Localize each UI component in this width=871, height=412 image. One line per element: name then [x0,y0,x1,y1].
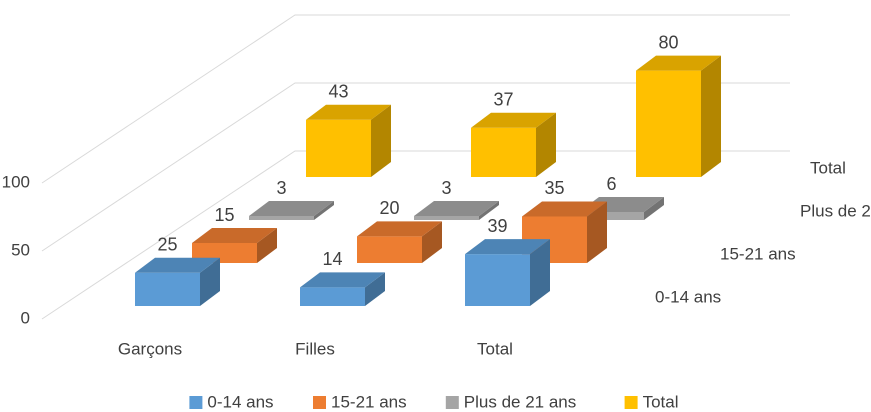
data-label: 43 [328,82,348,102]
series-axis-label: Total [810,158,846,177]
series-axis-label: 15-21 ans [720,244,796,263]
data-label: 37 [493,90,513,110]
grid-line [41,150,790,320]
legend-label: 0-14 ans [207,392,273,411]
bar-front [465,254,530,306]
legend-label: Total [643,392,679,411]
bar-top [249,201,334,217]
bar-top [636,55,721,71]
bar-side [701,55,721,177]
bar-front [414,216,479,220]
bar-front [300,287,365,306]
bar-top [135,257,220,273]
data-label: 14 [322,249,342,269]
bar-side [200,257,220,306]
bar [471,112,556,177]
bar-top [306,104,391,120]
data-label: 15 [214,205,234,225]
x-tick-label: Total [477,339,513,358]
bar-front [471,127,536,177]
y-tick-label: 100 [2,172,30,191]
grid-line [41,14,790,184]
bar-side [365,272,385,306]
bar-front [249,216,314,220]
legend-label: 15-21 ans [331,392,407,411]
x-tick-label: Garçons [118,339,182,358]
data-label: 39 [487,216,507,236]
y-tick-label: 50 [11,240,30,259]
bar [306,104,391,177]
data-label: 20 [379,198,399,218]
bar [414,201,499,220]
bar-front [636,70,701,177]
bar-side [536,112,556,177]
bar-top [192,228,277,244]
legend-swatch [624,396,638,409]
data-label: 25 [157,235,177,255]
bar-side [422,221,442,263]
bar-side [371,104,391,177]
bar [465,239,550,306]
bar-side [587,201,607,263]
bar-side [530,239,550,306]
data-label: 80 [658,32,678,52]
bar-side [314,201,334,220]
series-axis-label: Plus de 21 ans [800,201,871,220]
legend-swatch [189,396,203,409]
bar-front [135,272,200,306]
bar-side [479,201,499,220]
y-tick-label: 0 [21,308,30,327]
data-label: 35 [544,178,564,198]
bar-top [300,272,385,288]
bar-top [522,201,607,217]
bar-side [257,228,277,263]
legend-label: Plus de 21 ans [464,392,576,411]
bar [357,221,442,263]
data-label: 6 [606,174,616,194]
x-tick-label: Filles [295,339,335,358]
bar-front [357,236,422,263]
data-label: 3 [276,178,286,198]
bar-side [644,197,664,220]
bar [249,201,334,220]
bar [300,272,385,306]
bar-top [357,221,442,237]
bar-top [465,239,550,255]
bar [636,55,721,177]
legend-swatch [445,396,459,409]
bar-top [471,112,556,128]
grid-line [41,82,790,252]
data-label: 3 [441,178,451,198]
bar-front [306,119,371,177]
bar [192,228,277,263]
bar-top [414,201,499,217]
series-axis-label: 0-14 ans [655,287,721,306]
bar [135,257,220,306]
legend-swatch [313,396,326,409]
